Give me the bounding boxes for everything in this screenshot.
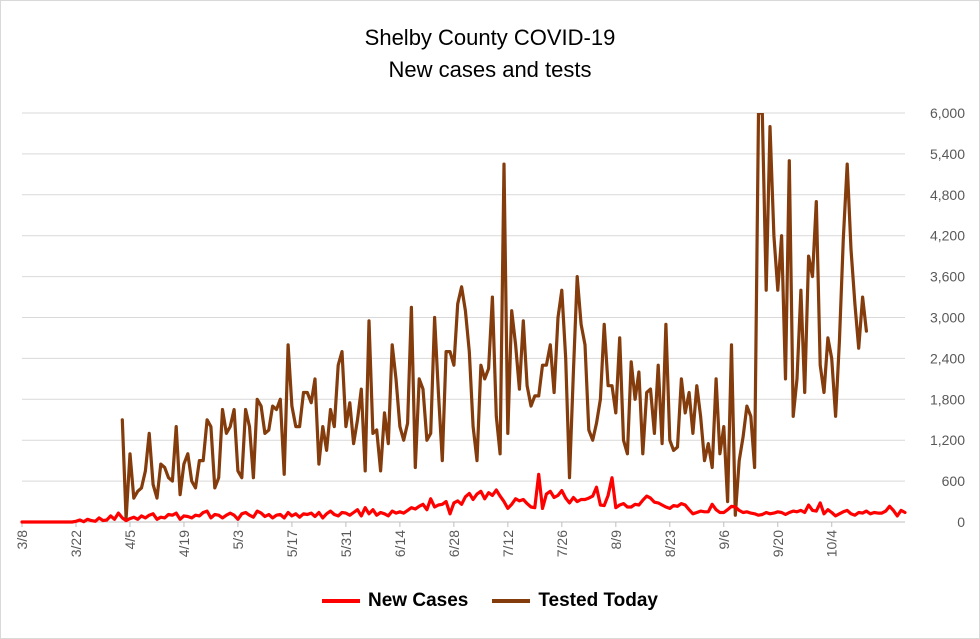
x-tick-label: 3/8 — [14, 530, 30, 550]
legend-item-tested-today: Tested Today — [492, 590, 658, 612]
legend-label-new-cases: New Cases — [368, 590, 469, 611]
chart-subtitle: New cases and tests — [388, 57, 592, 82]
x-tick-label: 9/6 — [716, 530, 732, 550]
series-line-tested-today — [120, 113, 868, 521]
x-tick-label: 5/17 — [284, 530, 300, 557]
y-tick-label: 5,400 — [930, 146, 965, 162]
x-tick-label: 8/9 — [608, 530, 624, 550]
y-tick-label: 4,200 — [930, 228, 965, 244]
legend-item-new-cases: New Cases — [322, 590, 468, 612]
legend-swatch-new-cases — [322, 599, 360, 603]
x-tick-label: 4/19 — [176, 530, 192, 557]
y-tick-label: 0 — [957, 514, 965, 530]
y-axis: 0 600 1,200 1,800 2,400 3,000 3,600 4,200 4,800 5… — [930, 105, 965, 530]
y-tick-label: 2,400 — [930, 350, 965, 366]
legend-label-tested-today: Tested Today — [538, 590, 658, 611]
y-tick-label: 1,200 — [930, 432, 965, 448]
series-line-new-cases — [20, 472, 907, 524]
x-tick-label: 5/3 — [230, 530, 246, 550]
x-tick-label: 7/26 — [554, 530, 570, 557]
y-tick-label: 6,000 — [930, 105, 965, 121]
y-tick-label: 3,600 — [930, 269, 965, 285]
x-tick-label: 7/12 — [500, 530, 516, 557]
legend-swatch-tested-today — [492, 599, 531, 603]
y-tick-label: 4,800 — [930, 187, 965, 203]
x-tick-label: 3/22 — [68, 530, 84, 557]
x-tick-label: 8/23 — [662, 530, 678, 557]
x-tick-label: 4/5 — [122, 530, 138, 550]
x-tick-label: 6/14 — [392, 530, 408, 557]
plot-lines — [20, 113, 907, 524]
x-tick-label: 5/31 — [338, 530, 354, 557]
x-tick-label: 6/28 — [446, 530, 462, 557]
x-axis: 3/8 3/22 4/5 4/19 5/3 5/17 5/31 6/14 6/28 7/12 7/2… — [14, 521, 905, 557]
y-tick-label: 1,800 — [930, 391, 965, 407]
x-tick-label: 10/4 — [824, 530, 840, 557]
chart-title-block: Shelby County COVID-19 New cases and tes… — [0, 22, 980, 86]
legend: New Cases Tested Today — [0, 590, 980, 612]
chart-title: Shelby County COVID-19 — [364, 25, 616, 50]
y-tick-label: 600 — [942, 473, 966, 489]
x-tick-label: 9/20 — [770, 530, 786, 557]
y-tick-label: 3,000 — [930, 310, 965, 326]
